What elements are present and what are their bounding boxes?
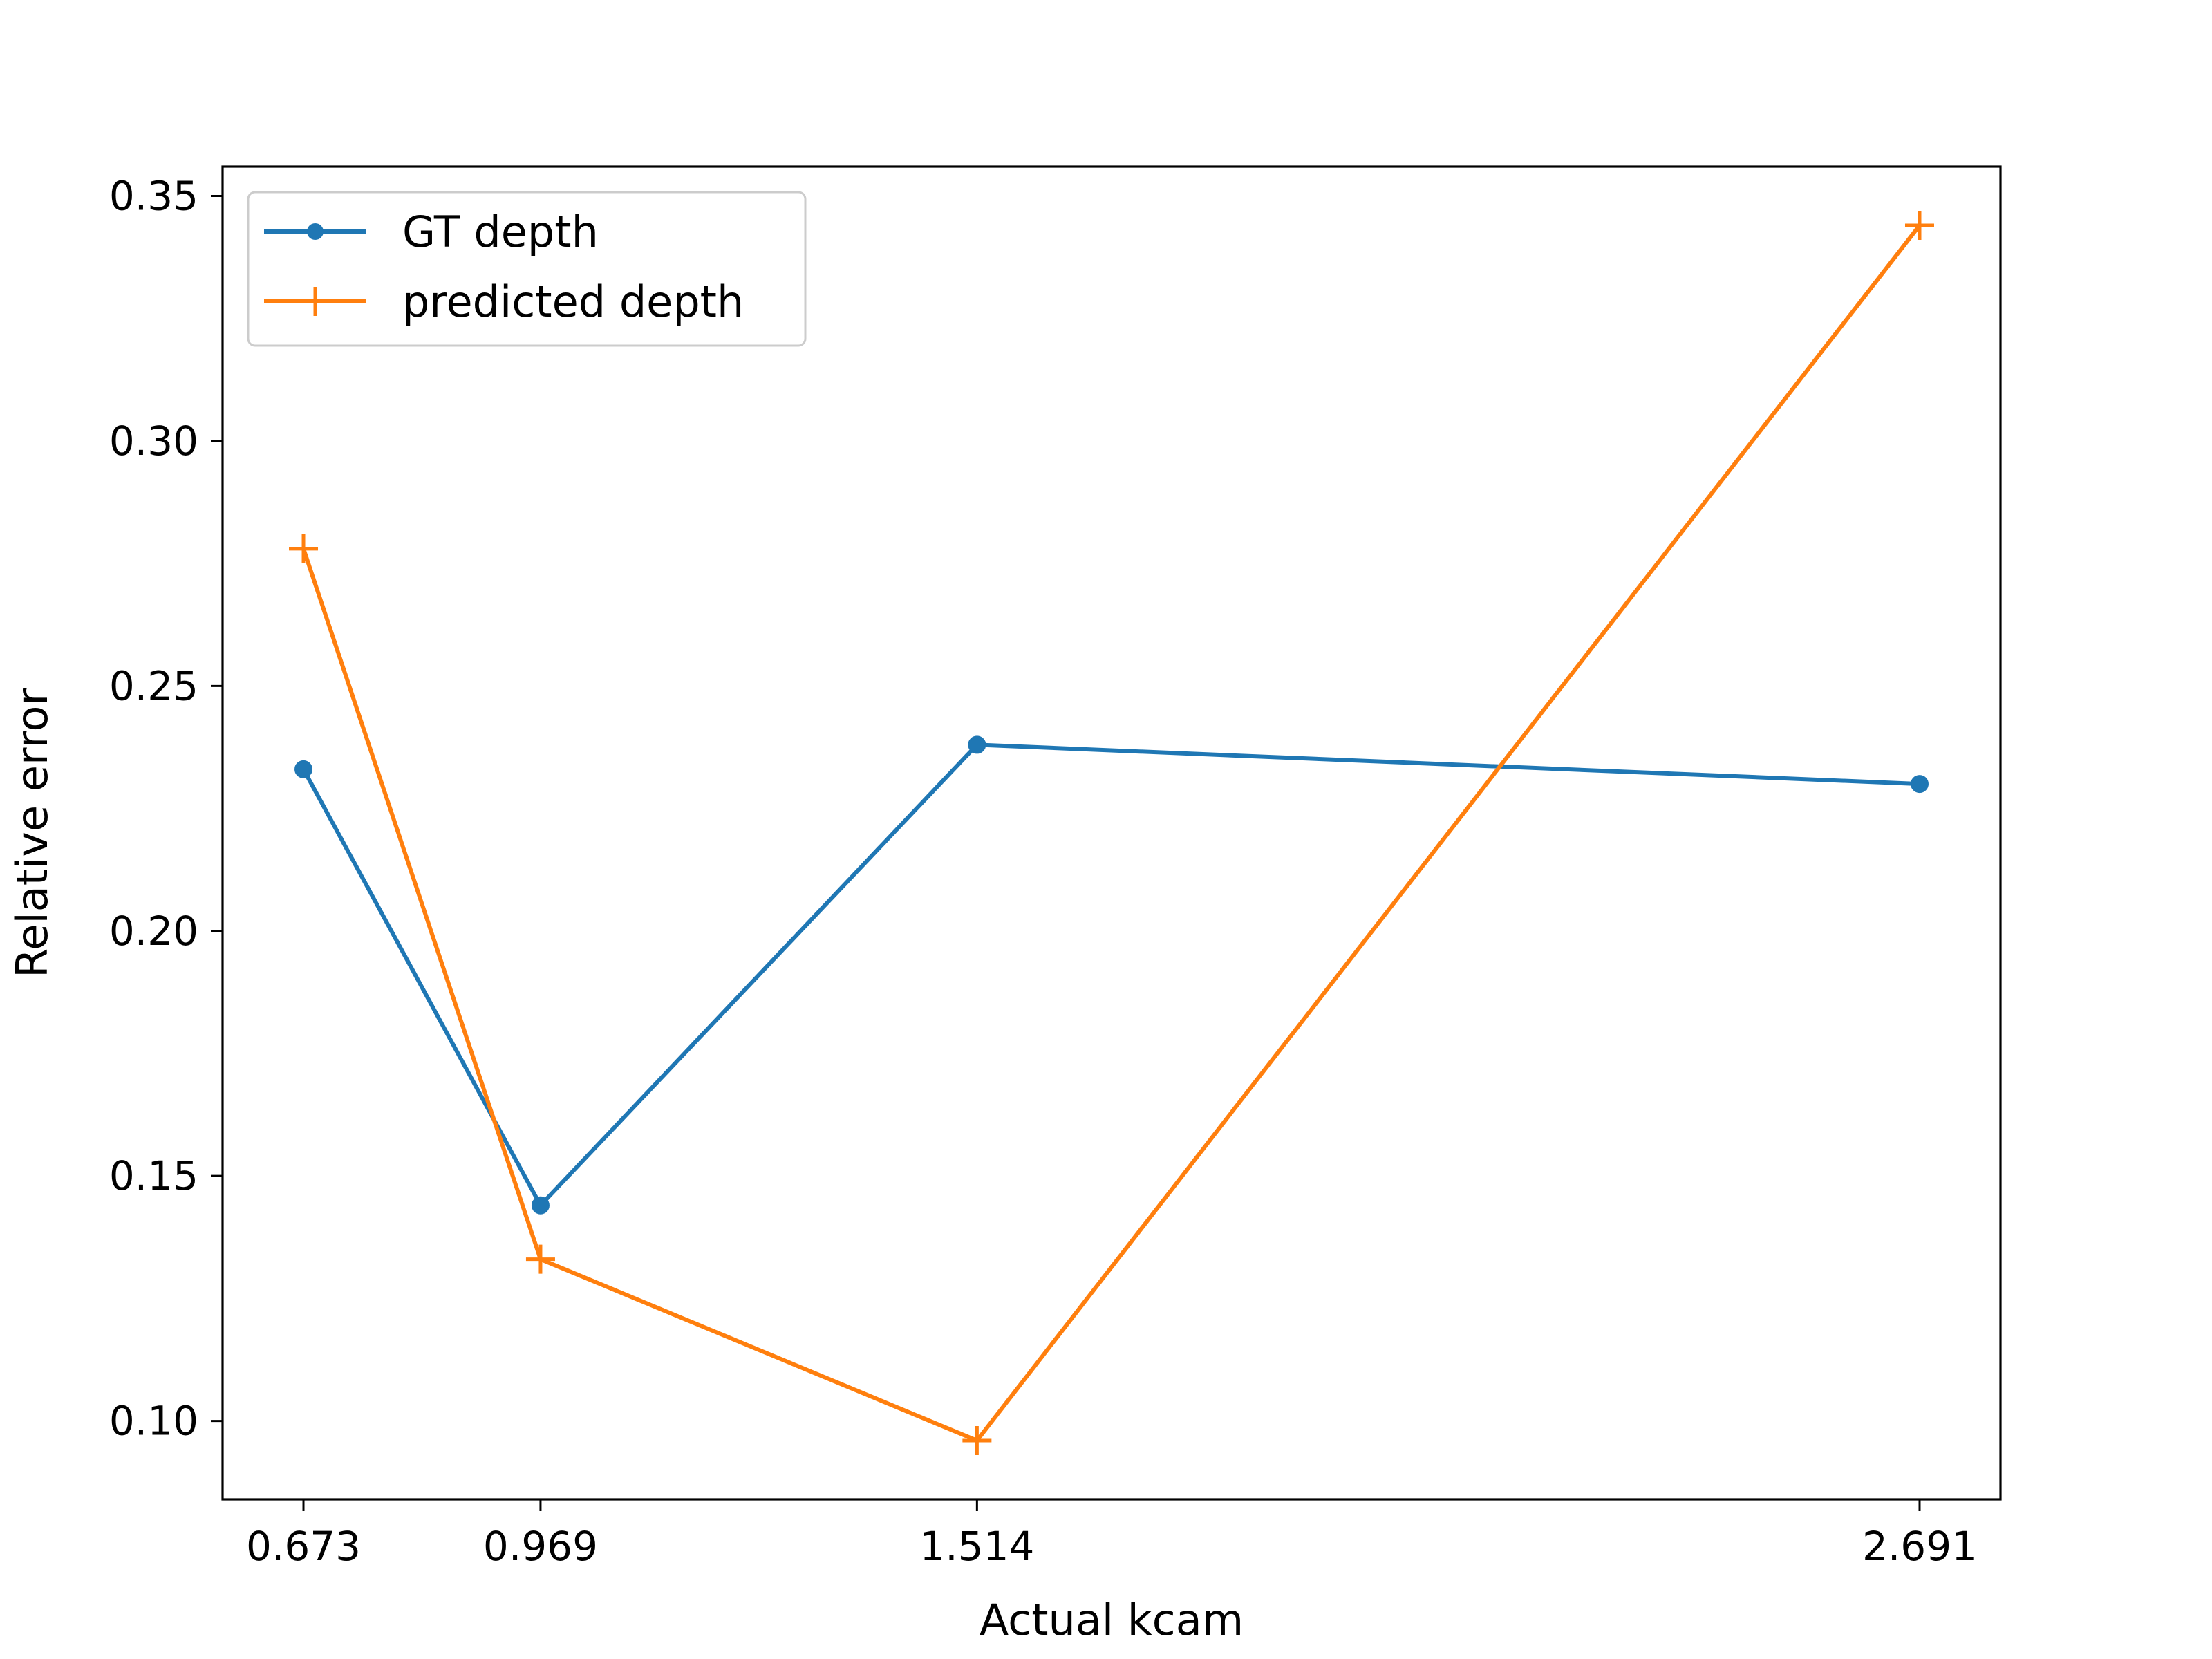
data-point-predicted-depth bbox=[1904, 211, 1934, 241]
y-tick-label: 0.20 bbox=[109, 908, 198, 955]
x-tick-label: 0.673 bbox=[246, 1523, 361, 1570]
y-tick-label: 0.35 bbox=[109, 173, 198, 220]
y-tick-label: 0.30 bbox=[109, 418, 198, 465]
data-point-gt-depth bbox=[294, 760, 313, 778]
x-axis: 0.673 0.969 1.514 2.691 bbox=[246, 1499, 1977, 1570]
legend-label-gt-depth: GT depth bbox=[402, 207, 599, 257]
series-line-gt-depth bbox=[300, 742, 1922, 1208]
legend: GT depth predicted depth bbox=[247, 191, 807, 347]
legend-box bbox=[247, 191, 807, 347]
legend-label-predicted-depth: predicted depth bbox=[402, 276, 744, 327]
legend-marker-gt-depth bbox=[307, 223, 324, 240]
data-point-gt-depth bbox=[531, 1196, 550, 1215]
data-point-predicted-depth bbox=[525, 1244, 555, 1274]
x-tick-label: 1.514 bbox=[919, 1523, 1034, 1570]
plot-frame bbox=[221, 165, 2002, 1501]
legend-marker-predicted-depth bbox=[301, 287, 330, 316]
series-line-predicted-depth bbox=[301, 222, 1923, 1443]
y-tick-label: 0.25 bbox=[109, 662, 198, 709]
series-layer bbox=[289, 211, 1934, 1455]
y-tick-label: 0.15 bbox=[109, 1152, 198, 1199]
x-tick-label: 0.969 bbox=[483, 1523, 598, 1570]
x-axis-label: Actual kcam bbox=[980, 1595, 1244, 1645]
data-point-predicted-depth bbox=[962, 1425, 992, 1455]
y-tick-label: 0.10 bbox=[109, 1398, 198, 1445]
data-point-gt-depth bbox=[1910, 775, 1929, 794]
data-point-predicted-depth bbox=[289, 534, 319, 563]
data-point-gt-depth bbox=[968, 735, 986, 754]
y-axis-label: Relative error bbox=[7, 688, 57, 978]
x-tick-label: 2.691 bbox=[1862, 1523, 1977, 1570]
y-axis: 0.10 0.15 0.20 0.25 0.30 0.35 bbox=[109, 173, 223, 1445]
